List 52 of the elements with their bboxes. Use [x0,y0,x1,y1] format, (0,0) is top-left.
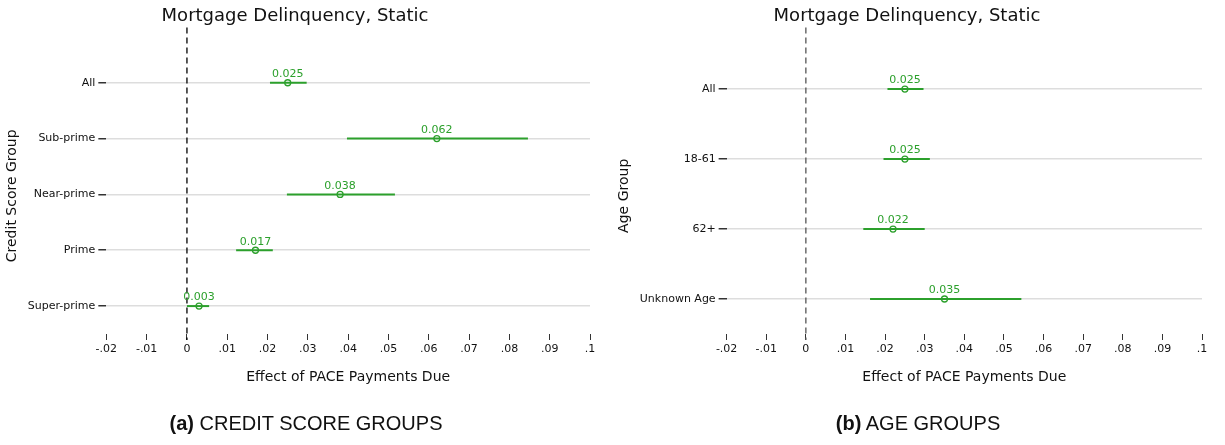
x-tick-label: -.02 [95,342,118,356]
x-tick-label: .05 [379,342,398,356]
data-label: 0.038 [324,178,356,192]
y-tick-label: All [81,75,96,89]
x-tick-label: .09 [540,342,559,356]
x-tick-label: .05 [995,342,1013,356]
y-axis-title: Age Group [615,158,632,233]
y-tick-label: Prime [63,243,96,257]
x-tick-label: .02 [876,342,894,356]
x-tick-label: 0 [802,342,810,356]
x-tick-label: -.01 [135,342,158,356]
x-tick-label: .08 [500,342,519,356]
x-tick-label: .04 [339,342,357,356]
data-label: 0.025 [271,67,304,81]
x-tick-label: .08 [1114,342,1132,356]
x-tick-label: .06 [1034,342,1053,356]
y-tick-label: 18-61 [683,151,716,165]
y-tick-label: Sub-prime [38,131,96,145]
x-tick-label: 0 [183,342,191,356]
x-tick-label: .01 [836,342,855,356]
x-tick-label: -.02 [715,342,738,356]
y-tick-label: Near-prime [33,187,96,201]
y-tick-label: All [701,81,716,95]
x-tick-label: .02 [258,342,277,356]
x-tick-label: .03 [299,342,317,356]
data-label: 0.035 [928,283,961,297]
data-label: 0.003 [183,290,215,304]
x-tick-label: -.01 [755,342,777,356]
x-axis-title: Effect of PACE Payments Due [862,368,1067,385]
x-tick-label: .07 [460,342,478,356]
x-axis-title: Effect of PACE Payments Due [246,368,451,385]
x-tick-label: .09 [1153,342,1172,356]
chart-title: Mortgage Delinquency, Static [161,4,429,26]
data-label: 0.025 [889,143,921,157]
chart-title: Mortgage Delinquency, Static [773,4,1041,26]
data-label: 0.017 [239,234,272,248]
data-label: 0.025 [889,73,921,87]
x-tick-label: .06 [420,342,438,356]
text: (a) CREDIT SCORE GROUPS [168,412,444,435]
y-tick-label: 62+ [692,221,716,235]
x-tick-label: .04 [955,342,974,356]
y-tick-label: Super-prime [27,298,96,312]
x-tick-label: .07 [1074,342,1092,356]
x-tick-label: .1 [1196,342,1208,356]
y-axis-title: Credit Score Group [3,129,20,263]
x-tick-label: .1 [584,342,596,356]
x-tick-label: .03 [915,342,934,356]
data-label: 0.062 [421,122,453,136]
data-label: 0.022 [877,213,909,227]
y-tick-label: Unknown Age [639,291,716,305]
text: (b) AGE GROUPS [834,412,1002,435]
x-tick-label: .01 [218,342,236,356]
